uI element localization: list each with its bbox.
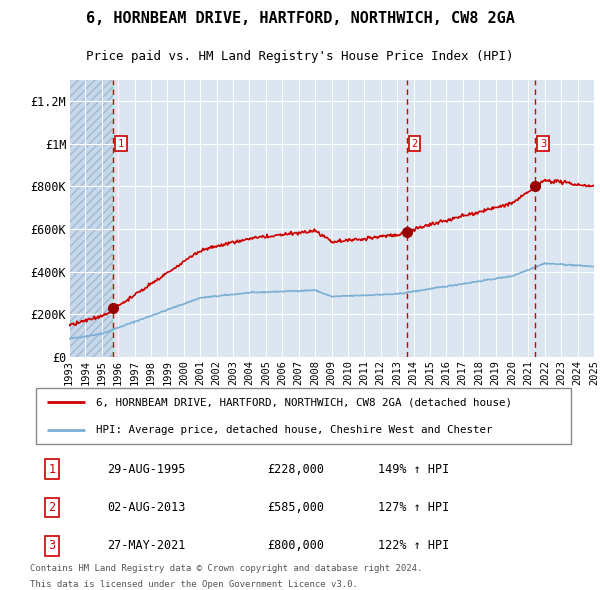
FancyBboxPatch shape [35, 388, 571, 444]
Text: 1: 1 [118, 139, 124, 149]
Text: 1: 1 [49, 463, 56, 476]
Text: 3: 3 [49, 539, 56, 552]
Text: 149% ↑ HPI: 149% ↑ HPI [378, 463, 449, 476]
Text: £585,000: £585,000 [268, 501, 325, 514]
Text: 27-MAY-2021: 27-MAY-2021 [107, 539, 185, 552]
Text: 3: 3 [540, 139, 546, 149]
Text: 2: 2 [412, 139, 418, 149]
Text: £228,000: £228,000 [268, 463, 325, 476]
Text: Contains HM Land Registry data © Crown copyright and database right 2024.: Contains HM Land Registry data © Crown c… [30, 564, 422, 573]
Text: £800,000: £800,000 [268, 539, 325, 552]
Text: This data is licensed under the Open Government Licence v3.0.: This data is licensed under the Open Gov… [30, 580, 358, 589]
Bar [69, 80, 113, 357]
Text: 6, HORNBEAM DRIVE, HARTFORD, NORTHWICH, CW8 2GA: 6, HORNBEAM DRIVE, HARTFORD, NORTHWICH, … [86, 11, 514, 25]
Text: 127% ↑ HPI: 127% ↑ HPI [378, 501, 449, 514]
Text: 122% ↑ HPI: 122% ↑ HPI [378, 539, 449, 552]
Text: 6, HORNBEAM DRIVE, HARTFORD, NORTHWICH, CW8 2GA (detached house): 6, HORNBEAM DRIVE, HARTFORD, NORTHWICH, … [96, 398, 512, 407]
Text: HPI: Average price, detached house, Cheshire West and Chester: HPI: Average price, detached house, Ches… [96, 425, 493, 434]
Text: 29-AUG-1995: 29-AUG-1995 [107, 463, 185, 476]
Text: 2: 2 [49, 501, 56, 514]
Text: Price paid vs. HM Land Registry's House Price Index (HPI): Price paid vs. HM Land Registry's House … [86, 50, 514, 63]
Text: 02-AUG-2013: 02-AUG-2013 [107, 501, 185, 514]
